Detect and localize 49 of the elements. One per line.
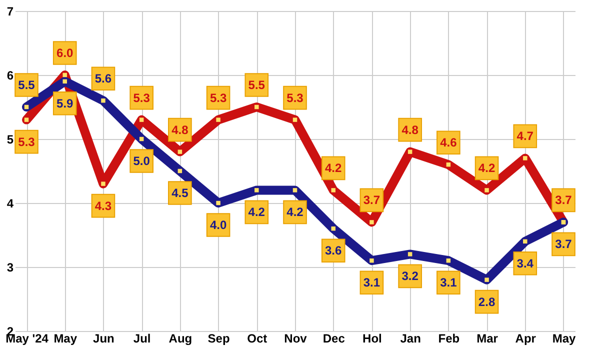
- y-tick-label: 7: [6, 4, 14, 18]
- y-tick-label: 6: [6, 68, 14, 82]
- data-label: 4.2: [478, 161, 496, 176]
- x-tick-label: Dec: [322, 332, 346, 346]
- data-label: 5.5: [18, 78, 36, 92]
- x-tick-label: Jun: [93, 332, 114, 346]
- x-tick-label: Jan: [400, 332, 421, 346]
- data-label: 3.6: [325, 244, 342, 258]
- data-label: 4.5: [172, 186, 189, 200]
- data-label: 4.7: [516, 129, 534, 144]
- x-tick-label: Aug: [168, 332, 192, 346]
- x-tick-label: May: [552, 332, 576, 346]
- data-label: 5.3: [18, 134, 36, 149]
- x-tick-label: Mar: [476, 332, 498, 346]
- data-label: 3.2: [402, 269, 419, 284]
- data-label: 3.4: [516, 256, 534, 270]
- y-tick-label: 3: [6, 260, 14, 274]
- data-label: 4.8: [402, 122, 419, 137]
- data-label: 5.3: [210, 90, 227, 105]
- data-label: 4.6: [440, 136, 458, 150]
- data-label: 3.1: [440, 276, 458, 290]
- data-label: 4.2: [286, 205, 304, 220]
- data-label: 3.1: [363, 276, 380, 290]
- x-tick-label: May: [54, 332, 78, 346]
- data-label: 5.3: [286, 90, 304, 105]
- x-tick-label: Nov: [284, 332, 308, 346]
- data-label: 4.3: [94, 198, 112, 213]
- data-label: 5.3: [133, 90, 150, 105]
- data-label: 5.0: [133, 154, 150, 168]
- data-label: 5.9: [56, 96, 74, 110]
- data-label: 5.6: [94, 72, 112, 86]
- x-tick-label: Sep: [208, 332, 230, 346]
- x-tick-label: Feb: [438, 332, 460, 346]
- x-tick-label: Hol: [362, 332, 382, 346]
- x-tick-label: Oct: [247, 332, 268, 346]
- y-tick-label: 4: [6, 196, 14, 210]
- x-tick-label: Apr: [515, 332, 536, 346]
- data-label: 6.0: [56, 46, 74, 60]
- data-label: 4.0: [210, 218, 227, 232]
- data-label: 3.7: [555, 237, 572, 252]
- data-label: 4.2: [248, 205, 266, 220]
- x-tick-label: Jul: [133, 332, 151, 346]
- data-label: 4.8: [172, 122, 189, 137]
- data-label: 3.7: [555, 193, 572, 208]
- y-tick-label: 5: [6, 132, 14, 146]
- data-label: 5.5: [248, 78, 266, 92]
- data-label: 2.8: [478, 294, 496, 309]
- data-label: 3.7: [363, 193, 380, 208]
- data-label: 4.2: [325, 161, 342, 176]
